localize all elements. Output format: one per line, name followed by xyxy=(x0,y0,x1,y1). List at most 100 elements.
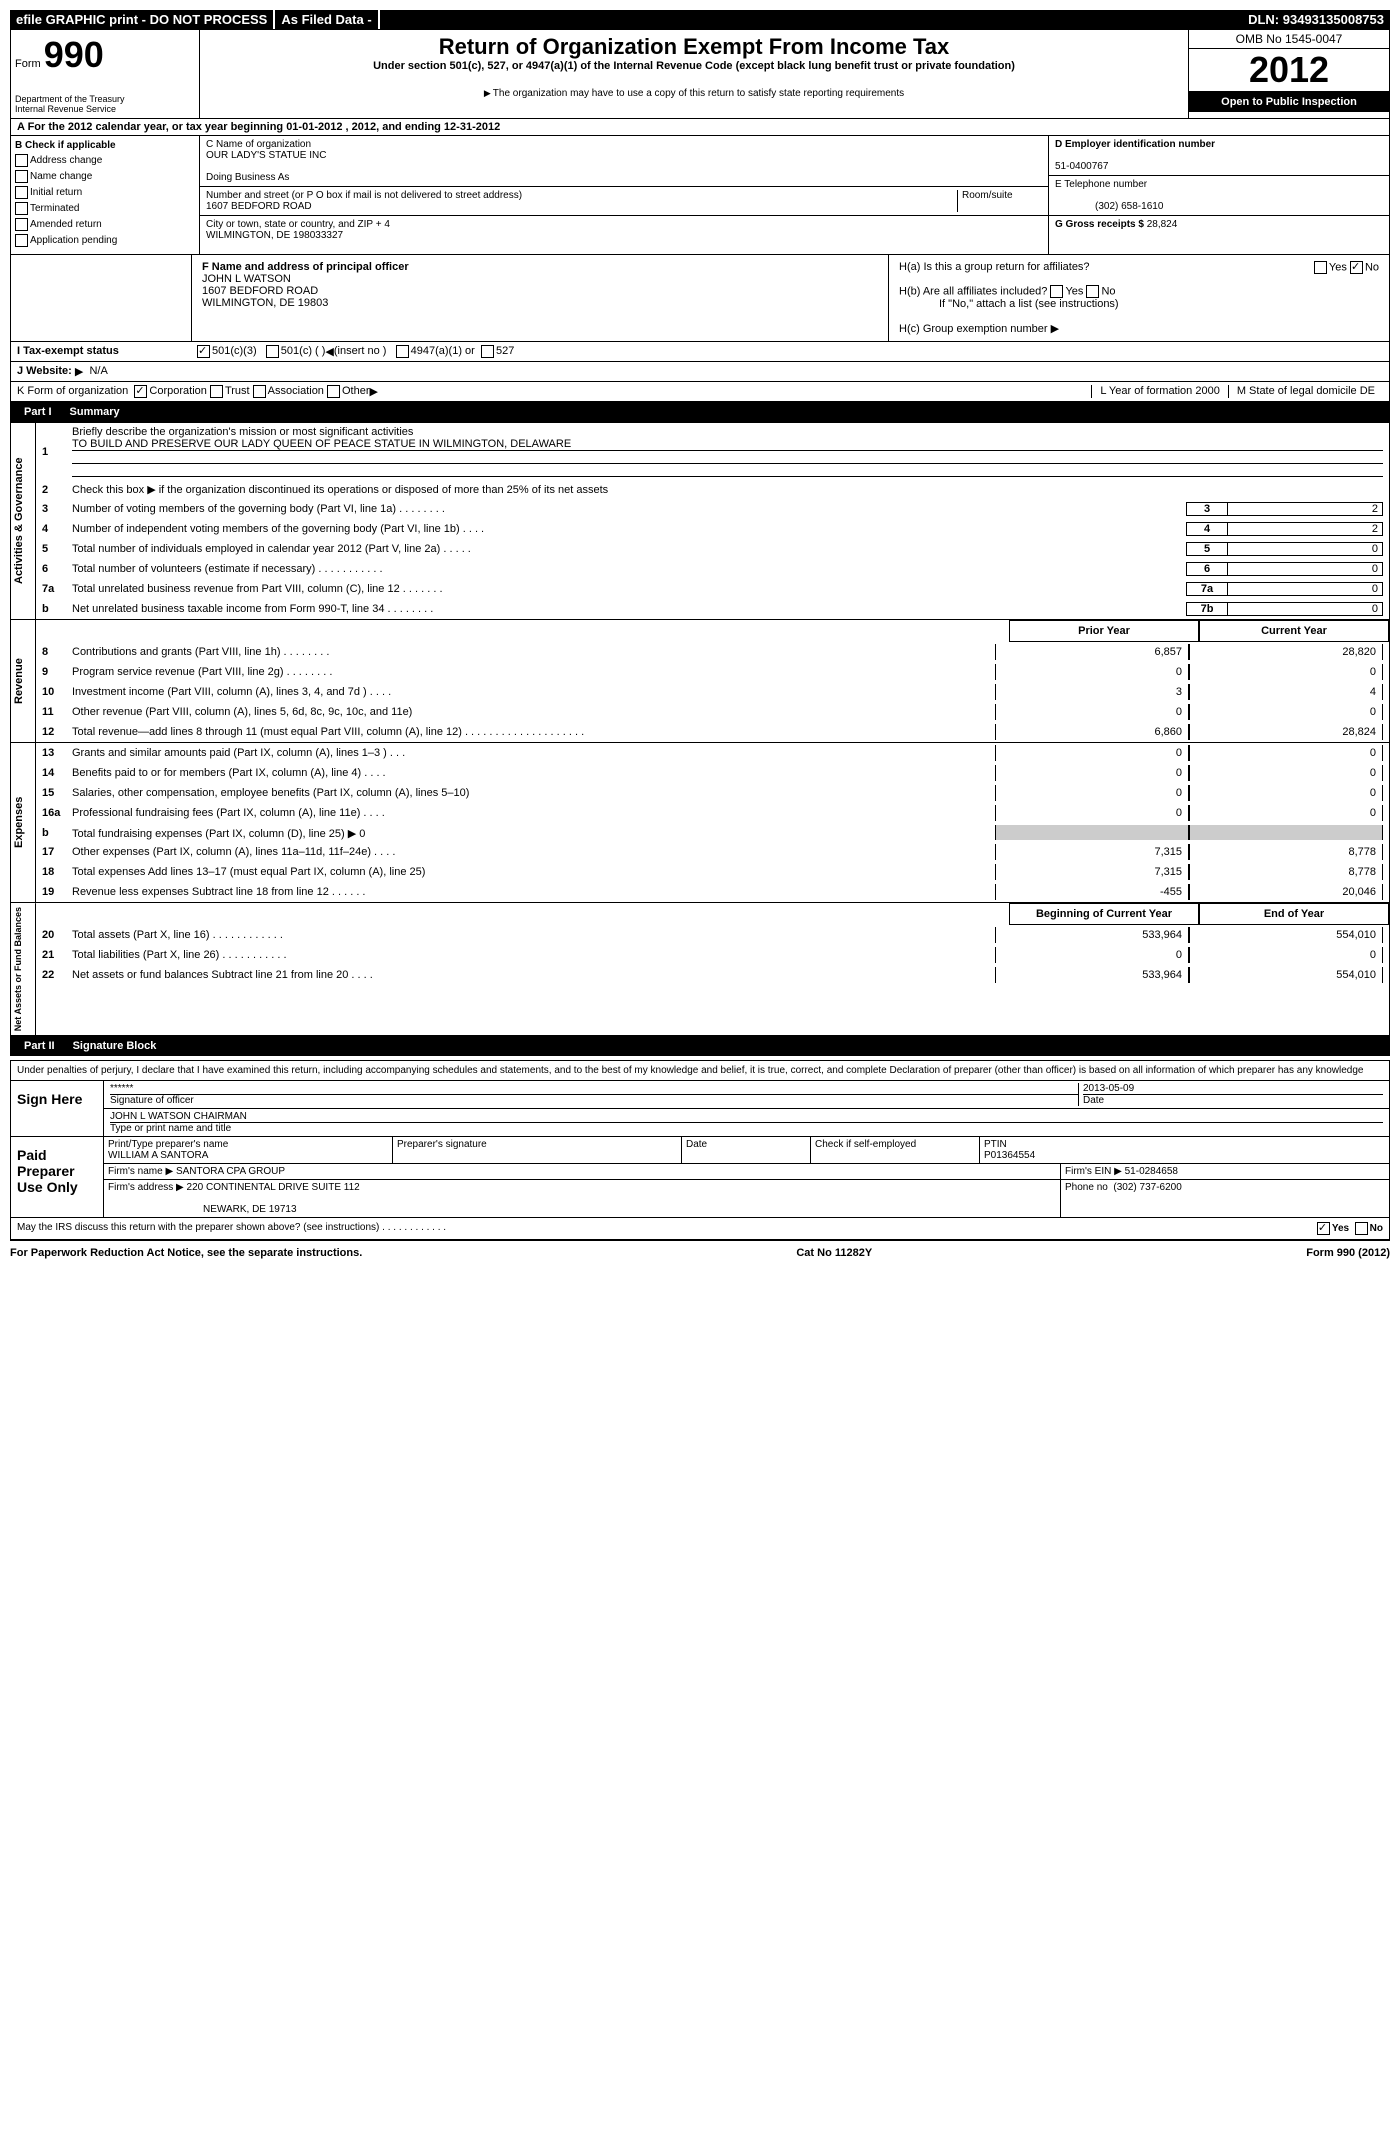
firm-address: 220 CONTINENTAL DRIVE SUITE 112 xyxy=(187,1182,360,1193)
line-18: 18Total expenses Add lines 13–17 (must e… xyxy=(36,862,1389,882)
firm-ein: 51-0284658 xyxy=(1125,1166,1178,1177)
ha-group-return: H(a) Is this a group return for affiliat… xyxy=(899,261,1379,273)
org-name: OUR LADY'S STATUE INC xyxy=(206,150,1042,161)
self-employed-check[interactable]: Check if self-employed xyxy=(811,1137,980,1163)
irs-label: Internal Revenue Service xyxy=(15,104,195,114)
state-domicile: M State of legal domicile DE xyxy=(1228,385,1383,398)
summary-revenue: Revenue Prior Year Current Year 8Contrib… xyxy=(10,620,1390,743)
row-i-tax-status: I Tax-exempt status 501(c)(3) 501(c) ( )… xyxy=(10,342,1390,362)
line-20: 20Total assets (Part X, line 16) . . . .… xyxy=(36,925,1389,945)
mission-text: TO BUILD AND PRESERVE OUR LADY QUEEN OF … xyxy=(72,438,1383,451)
hb-affiliates: H(b) Are all affiliates included? Yes No… xyxy=(899,285,1379,310)
form-subtitle: Under section 501(c), 527, or 4947(a)(1)… xyxy=(204,60,1184,72)
side-governance: Activities & Governance xyxy=(11,423,36,619)
cb-terminated[interactable]: Terminated xyxy=(15,202,195,215)
col-current-year: Current Year xyxy=(1199,620,1389,642)
phone-cell: E Telephone number (302) 658-1610 xyxy=(1049,176,1389,216)
cb-other[interactable] xyxy=(327,385,340,398)
cb-501c[interactable] xyxy=(266,345,279,358)
signature-block: Under penalties of perjury, I declare th… xyxy=(10,1060,1390,1241)
block-de: D Employer identification number 51-0400… xyxy=(1048,136,1389,254)
cb-address-change[interactable]: Address change xyxy=(15,154,195,167)
line-12: 12Total revenue—add lines 8 through 11 (… xyxy=(36,722,1389,742)
line-17: 17Other expenses (Part IX, column (A), l… xyxy=(36,842,1389,862)
line-6: 6Total number of volunteers (estimate if… xyxy=(36,559,1389,579)
paid-preparer-label: Paid Preparer Use Only xyxy=(11,1137,104,1217)
rev-col-headers: Prior Year Current Year xyxy=(36,620,1389,642)
side-revenue: Revenue xyxy=(11,620,36,742)
cb-discuss-yes[interactable] xyxy=(1317,1222,1330,1235)
firm-phone: (302) 737-6200 xyxy=(1113,1182,1181,1193)
year-formation: L Year of formation 2000 xyxy=(1091,385,1227,398)
officer-printed-name: JOHN L WATSON CHAIRMAN xyxy=(110,1111,1383,1122)
net-col-headers: Beginning of Current Year End of Year xyxy=(36,903,1389,925)
as-filed: As Filed Data - xyxy=(275,10,379,29)
officer-name: JOHN L WATSON xyxy=(202,273,291,285)
omb-number: OMB No 1545-0047 xyxy=(1189,30,1389,49)
cb-527[interactable] xyxy=(481,345,494,358)
line-19: 19Revenue less expenses Subtract line 18… xyxy=(36,882,1389,902)
tax-year: 2012 xyxy=(1189,49,1389,92)
page-footer: For Paperwork Reduction Act Notice, see … xyxy=(10,1241,1390,1265)
part-1-header: Part I Summary xyxy=(10,402,1390,422)
line-5: 5Total number of individuals employed in… xyxy=(36,539,1389,559)
row-k-form-org: K Form of organization Corporation Trust… xyxy=(10,382,1390,402)
form-title: Return of Organization Exempt From Incom… xyxy=(204,34,1184,60)
org-address-cell: Number and street (or P O box if mail is… xyxy=(200,187,1048,216)
line-2: 2 Check this box ▶ if the organization d… xyxy=(36,480,1389,499)
line-21: 21Total liabilities (Part X, line 26) . … xyxy=(36,945,1389,965)
line-b: bNet unrelated business taxable income f… xyxy=(36,599,1389,619)
org-city: WILMINGTON, DE 198033327 xyxy=(206,230,1042,241)
cb-501c3[interactable] xyxy=(197,345,210,358)
cb-initial-return[interactable]: Initial return xyxy=(15,186,195,199)
ein-cell: D Employer identification number 51-0400… xyxy=(1049,136,1389,176)
block-h: H(a) Is this a group return for affiliat… xyxy=(888,255,1389,341)
sign-here-label: Sign Here xyxy=(11,1081,104,1136)
line-3: 3Number of voting members of the governi… xyxy=(36,499,1389,519)
side-net-assets: Net Assets or Fund Balances xyxy=(11,903,36,1035)
cb-discuss-no[interactable] xyxy=(1355,1222,1368,1235)
ein-value: 51-0400767 xyxy=(1055,161,1108,172)
section-a-period: A For the 2012 calendar year, or tax yea… xyxy=(10,119,1390,136)
open-public-badge: Open to Public Inspection xyxy=(1189,92,1389,112)
cb-pending[interactable]: Application pending xyxy=(15,234,195,247)
firm-city: NEWARK, DE 19713 xyxy=(108,1204,297,1215)
header-right-block: OMB No 1545-0047 2012 Open to Public Ins… xyxy=(1188,30,1389,118)
side-expenses: Expenses xyxy=(11,743,36,902)
footer-cat: Cat No 11282Y xyxy=(796,1247,872,1259)
info-grid: B Check if applicable Address change Nam… xyxy=(10,136,1390,255)
col-begin-year: Beginning of Current Year xyxy=(1009,903,1199,925)
summary-expenses: Expenses 13Grants and similar amounts pa… xyxy=(10,743,1390,903)
line-4: 4Number of independent voting members of… xyxy=(36,519,1389,539)
line-8: 8Contributions and grants (Part VIII, li… xyxy=(36,642,1389,662)
cb-corp[interactable] xyxy=(134,385,147,398)
line-15: 15Salaries, other compensation, employee… xyxy=(36,783,1389,803)
website-value: N/A xyxy=(89,365,107,378)
cb-name-change[interactable]: Name change xyxy=(15,170,195,183)
irs-discuss-row: May the IRS discuss this return with the… xyxy=(11,1217,1389,1240)
form-note: The organization may have to use a copy … xyxy=(204,88,1184,99)
summary-governance: Activities & Governance 1 Briefly descri… xyxy=(10,422,1390,620)
line-11: 11Other revenue (Part VIII, column (A), … xyxy=(36,702,1389,722)
footer-form: Form 990 (2012) xyxy=(1306,1247,1390,1259)
cb-amended[interactable]: Amended return xyxy=(15,218,195,231)
cb-assoc[interactable] xyxy=(253,385,266,398)
phone-value: (302) 658-1610 xyxy=(1055,201,1163,212)
org-city-cell: City or town, state or country, and ZIP … xyxy=(200,216,1048,244)
line-10: 10Investment income (Part VIII, column (… xyxy=(36,682,1389,702)
cb-4947[interactable] xyxy=(396,345,409,358)
gross-receipts: 28,824 xyxy=(1147,219,1178,230)
header-title-block: Return of Organization Exempt From Incom… xyxy=(200,30,1188,118)
hc-exemption: H(c) Group exemption number ▶ xyxy=(899,322,1379,335)
line-7a: 7aTotal unrelated business revenue from … xyxy=(36,579,1389,599)
block-c-org-info: C Name of organization OUR LADY'S STATUE… xyxy=(200,136,1048,254)
cb-trust[interactable] xyxy=(210,385,223,398)
form-header: Form 990 Department of the Treasury Inte… xyxy=(10,29,1390,119)
block-f-officer: F Name and address of principal officer … xyxy=(192,255,888,341)
row-fh: F Name and address of principal officer … xyxy=(10,255,1390,342)
line-14: 14Benefits paid to or for members (Part … xyxy=(36,763,1389,783)
preparer-name: WILLIAM A SANTORA xyxy=(108,1150,388,1161)
top-bar: efile GRAPHIC print - DO NOT PROCESS As … xyxy=(10,10,1390,29)
org-name-cell: C Name of organization OUR LADY'S STATUE… xyxy=(200,136,1048,187)
dept-treasury: Department of the Treasury xyxy=(15,94,195,104)
